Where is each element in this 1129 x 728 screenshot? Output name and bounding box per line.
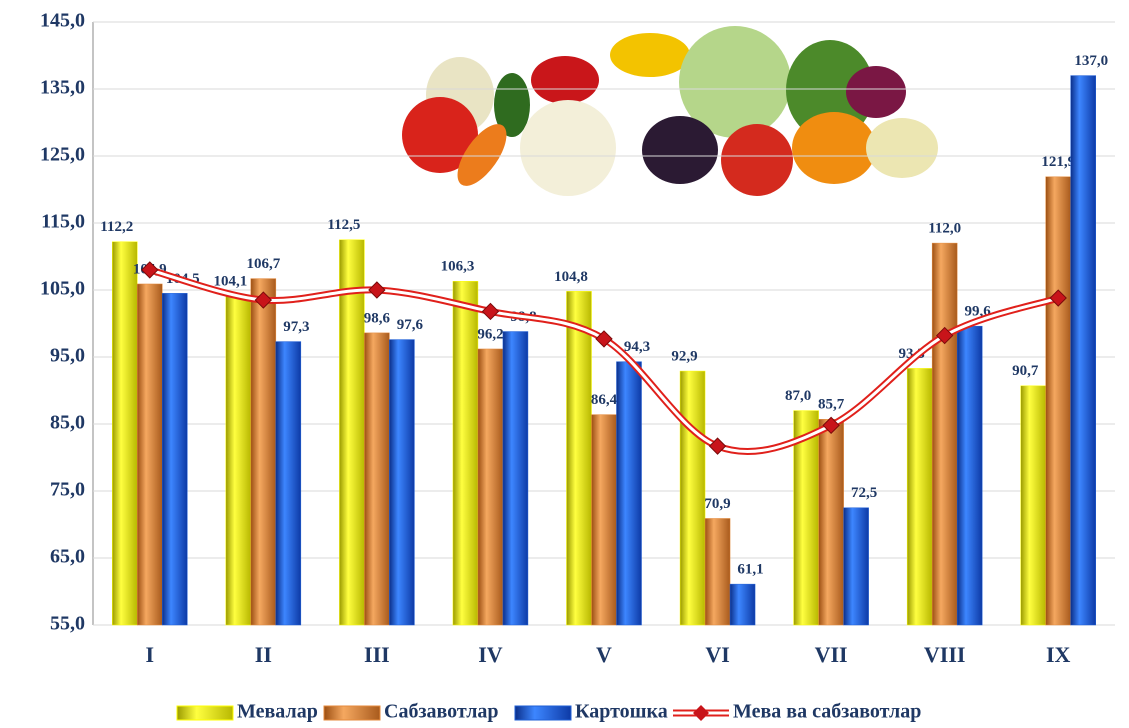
- line-marker: [822, 416, 840, 435]
- value-label: 94,3: [624, 339, 650, 355]
- bar: [452, 281, 479, 626]
- value-label: 85,7: [818, 397, 845, 413]
- legend-swatch: [514, 705, 572, 721]
- bar: [906, 368, 933, 626]
- x-tick-label: VIII: [924, 642, 966, 667]
- x-tick-label: VI: [705, 642, 729, 667]
- x-tick-label: II: [255, 642, 272, 667]
- bar: [1020, 385, 1046, 626]
- y-tick-label: 145,0: [40, 10, 85, 32]
- legend-swatch: [323, 705, 381, 721]
- y-tick-label: 135,0: [40, 77, 85, 99]
- value-label: 112,0: [928, 221, 961, 237]
- y-tick-label: 75,0: [50, 479, 85, 501]
- legend-swatch: [176, 705, 234, 721]
- value-label: 97,6: [397, 317, 424, 333]
- bar: [566, 291, 592, 626]
- value-label: 70,9: [704, 496, 730, 512]
- legend-label: Сабзавотлар: [384, 701, 499, 723]
- bar: [793, 410, 819, 626]
- line-marker: [141, 261, 159, 279]
- value-label: 106,3: [441, 259, 475, 275]
- x-tick-label: III: [364, 642, 390, 667]
- legend-marker: [693, 705, 709, 721]
- value-label: 106,7: [246, 256, 280, 272]
- x-tick-label: IX: [1046, 642, 1071, 667]
- bar: [591, 414, 617, 626]
- bar: [679, 370, 706, 626]
- x-tick-label: IV: [478, 642, 503, 667]
- y-tick-label: 85,0: [50, 412, 85, 434]
- value-label: 86,4: [591, 392, 618, 408]
- value-label: 72,5: [851, 485, 877, 501]
- vegetable-picture: [402, 26, 938, 196]
- value-label: 61,1: [737, 562, 763, 578]
- value-label: 121,9: [1041, 154, 1075, 170]
- bar: [931, 242, 958, 626]
- value-label: 92,9: [671, 349, 697, 365]
- bar: [364, 332, 390, 626]
- x-tick-label: VII: [815, 642, 848, 667]
- value-label: 112,5: [327, 217, 360, 233]
- bar: [956, 325, 983, 626]
- bar: [818, 419, 844, 626]
- legend-label: Мева ва сабзавотлар: [733, 701, 921, 723]
- bar: [1070, 75, 1096, 626]
- value-label: 87,0: [785, 388, 811, 404]
- bar: [843, 507, 869, 626]
- bar: [112, 241, 138, 626]
- bar: [616, 361, 642, 626]
- value-label: 137,0: [1074, 53, 1108, 69]
- bar: [339, 239, 365, 626]
- bar: [250, 278, 277, 626]
- line-marker: [708, 437, 727, 455]
- bar: [1045, 176, 1071, 626]
- bar: [502, 331, 529, 626]
- bar: [162, 293, 188, 626]
- line-marker: [1049, 289, 1067, 307]
- y-tick-label: 55,0: [50, 613, 85, 635]
- bar: [275, 341, 302, 626]
- y-tick-label: 125,0: [40, 144, 85, 166]
- y-tick-label: 65,0: [50, 546, 85, 568]
- line-marker: [481, 302, 500, 321]
- value-label: 96,2: [477, 326, 503, 342]
- value-label: 104,8: [554, 269, 588, 285]
- value-label: 98,6: [364, 310, 391, 326]
- bar: [225, 295, 252, 626]
- y-tick-label: 95,0: [50, 345, 85, 367]
- legend-label: Картошка: [575, 701, 668, 723]
- legend-label: Мевалар: [237, 701, 318, 723]
- line-series-inner: [149, 268, 1059, 454]
- x-tick-label: V: [596, 642, 612, 667]
- bar: [729, 583, 756, 626]
- y-tick-label: 115,0: [41, 211, 85, 233]
- y-tick-label: 105,0: [40, 278, 85, 300]
- bar: [704, 518, 731, 626]
- line-marker: [368, 281, 386, 299]
- value-label: 112,2: [100, 219, 133, 235]
- line-marker: [935, 326, 954, 345]
- line-marker: [595, 330, 613, 348]
- value-label: 90,7: [1012, 363, 1039, 379]
- x-tick-label: I: [145, 642, 154, 667]
- bar: [477, 348, 504, 626]
- line-marker: [254, 291, 273, 309]
- value-label: 104,1: [213, 273, 247, 289]
- bar: [389, 339, 415, 626]
- bar: [137, 283, 163, 626]
- value-label: 97,3: [283, 319, 309, 335]
